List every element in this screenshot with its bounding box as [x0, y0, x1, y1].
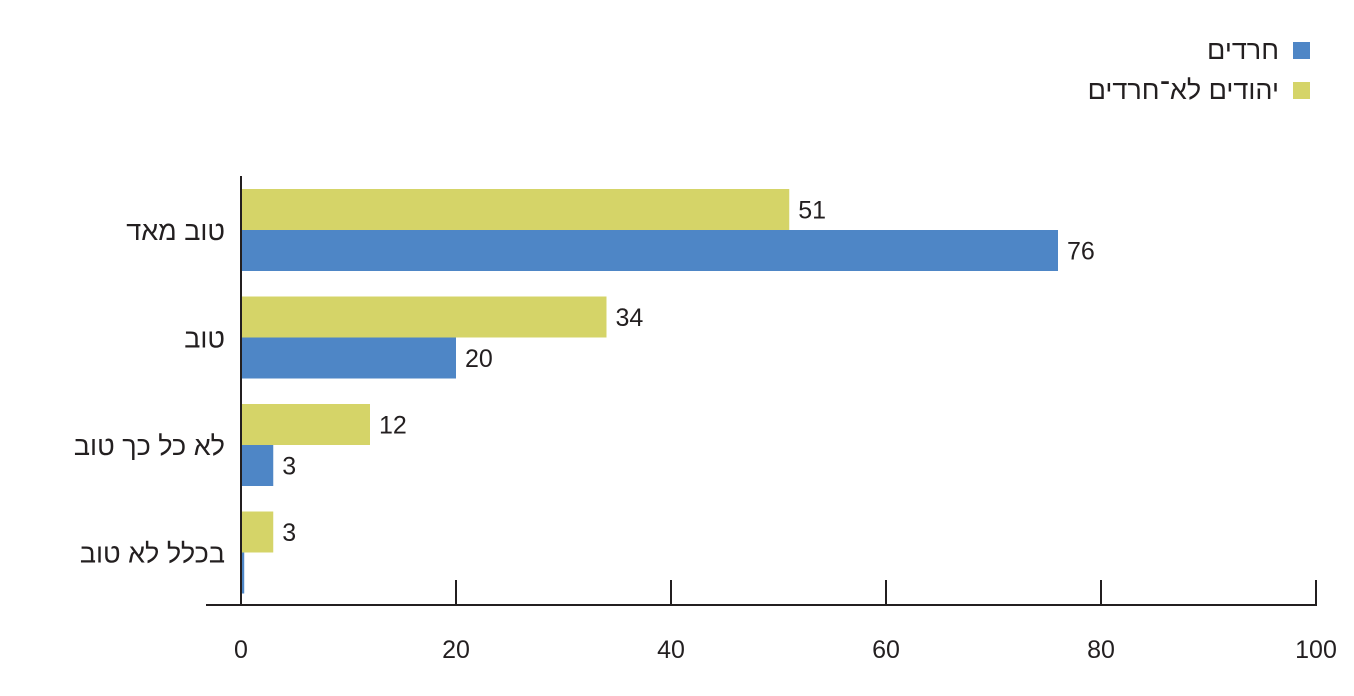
legend-label-haredim: חרדים: [1207, 34, 1279, 65]
bar-s1-c2: [241, 445, 274, 486]
category-label-3: בכלל לא טוב: [80, 539, 225, 569]
legend-label-non-haredi-jews: יהודים לא־חרדים: [1087, 74, 1279, 105]
legend-swatch-non-haredi-jews: [1293, 81, 1310, 99]
value-label-s1-c0: 76: [1067, 238, 1095, 266]
category-label-1: טוב: [184, 324, 225, 354]
chart-legend: חרדים יהודים לא־חרדים: [1088, 30, 1310, 110]
value-label-s0-c3: 3: [282, 519, 296, 547]
x-tick-label-2: 40: [657, 636, 685, 664]
bar-s0-c0: [241, 189, 790, 230]
x-tick-label-5: 100: [1295, 636, 1337, 664]
bar-s0-c1: [241, 296, 607, 338]
x-tick-label-0: 0: [234, 636, 248, 664]
bar-s1-c0: [241, 230, 1058, 271]
bar-s0-c2: [241, 404, 370, 445]
x-tick-label-3: 60: [872, 636, 900, 664]
category-label-0: טוב מאד: [126, 216, 225, 246]
value-label-s1-c1: 20: [465, 345, 493, 373]
bar-s1-c3: [241, 552, 245, 594]
category-label-2: לא כל כך טוב: [74, 431, 225, 461]
value-label-s1-c2: 3: [282, 453, 296, 481]
legend-item-haredim: חרדים: [1088, 30, 1310, 70]
value-label-s0-c0: 51: [798, 197, 826, 225]
value-label-s0-c2: 12: [379, 412, 407, 440]
x-tick-label-4: 80: [1087, 636, 1115, 664]
legend-item-non-haredi-jews: יהודים לא־חרדים: [1088, 70, 1310, 110]
bar-s0-c3: [241, 511, 274, 553]
x-tick-label-1: 20: [442, 636, 470, 664]
bar-s1-c1: [241, 337, 456, 379]
value-label-s0-c1: 34: [616, 304, 644, 332]
legend-swatch-haredim: [1293, 41, 1310, 59]
